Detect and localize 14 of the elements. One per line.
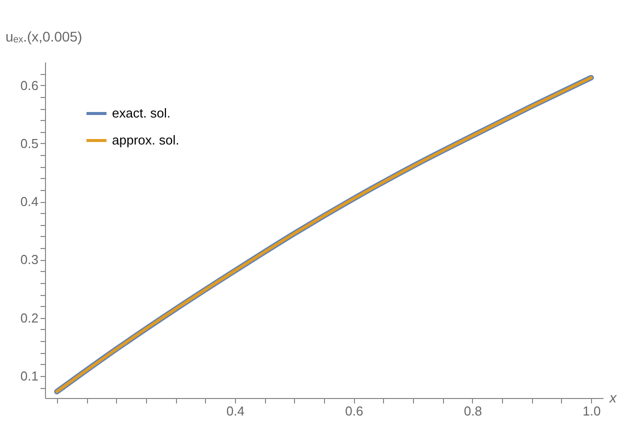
- y-tick-label: 0.4: [20, 194, 38, 210]
- x-tick-label: 1.0: [582, 404, 601, 418]
- x-tick-label: 0.6: [345, 404, 364, 418]
- y-tick-label: 0.6: [20, 78, 38, 93]
- x-tick-label: 0.4: [226, 404, 244, 418]
- y-tick-label: 0.1: [20, 368, 38, 384]
- legend-label: exact. sol.: [112, 106, 171, 120]
- y-tick-label: 0.5: [20, 136, 38, 151]
- y-tick-label: 0.2: [20, 310, 38, 326]
- y-axis-title: uₑₓ.(x,0.005): [6, 28, 82, 44]
- y-tick-label: 0.3: [20, 252, 38, 268]
- x-axis-title: x: [608, 390, 618, 406]
- x-tick-label: 0.8: [464, 404, 482, 418]
- legend-label: approx. sol.: [112, 132, 180, 148]
